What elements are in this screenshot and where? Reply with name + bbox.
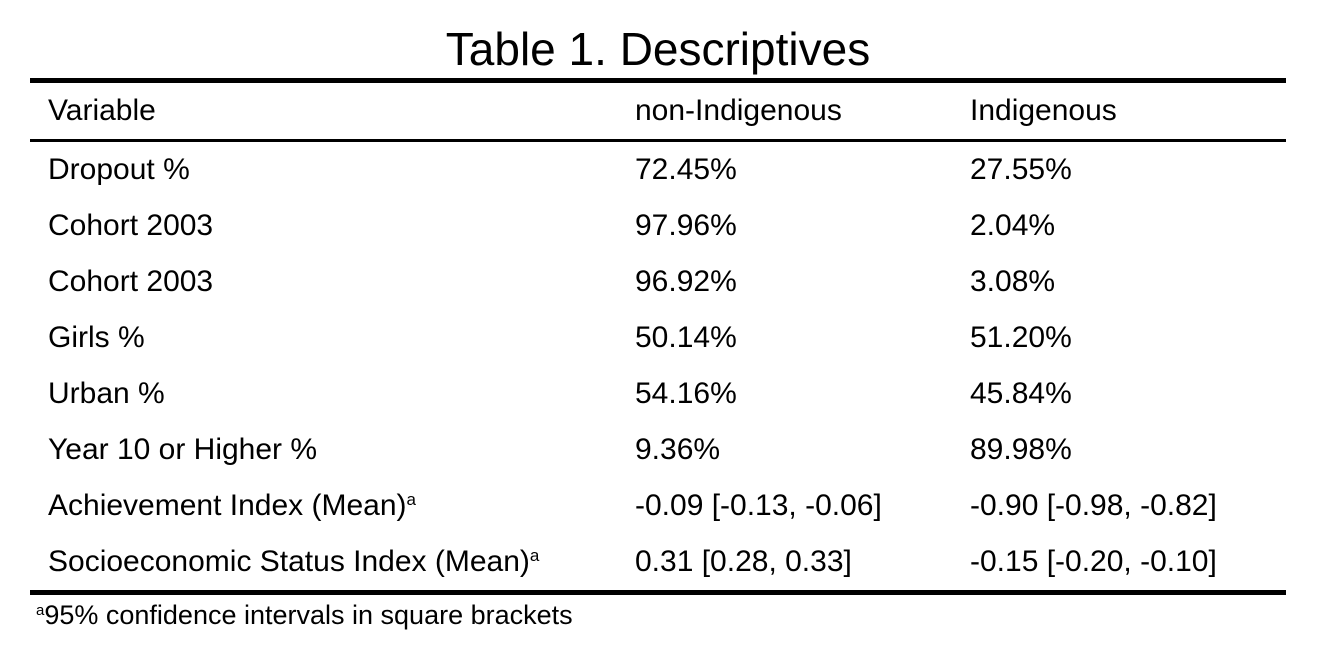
cell-non-indigenous: 0.31 [0.28, 0.33] — [617, 534, 952, 595]
table-row: Cohort 2003 97.96% 2.04% — [30, 198, 1286, 254]
table-footnote: a95% confidence intervals in square brac… — [30, 599, 1286, 631]
cell-variable: Dropout % — [30, 141, 617, 199]
cell-non-indigenous: 72.45% — [635, 153, 737, 186]
table-row: Dropout % 72.45% 27.55% — [30, 141, 1286, 199]
cell-variable: Urban % — [30, 366, 617, 422]
cell-indigenous: 27.55% — [970, 153, 1072, 186]
footnote-text: 95% confidence intervals in square brack… — [44, 600, 573, 630]
cell-non-indigenous: 97.96% — [635, 209, 737, 242]
table-row: Girls % 50.14% 51.20% — [30, 310, 1286, 366]
table-row: Socioeconomic Status Index (Mean)a 0.31 … — [30, 534, 1286, 595]
cell-non-indigenous: 96.92% — [635, 265, 737, 298]
table-row: Year 10 or Higher % 9.36% 89.98% — [30, 422, 1286, 478]
cell-indigenous: 89.98% — [970, 433, 1072, 466]
cell-variable: Achievement Index (Mean)a — [30, 478, 617, 534]
cell-non-indigenous: 50.14% — [635, 321, 737, 354]
variable-label: Socioeconomic Status Index (Mean) — [48, 545, 530, 578]
table-body: Dropout % 72.45% 27.55% Cohort 2003 97.9… — [30, 141, 1286, 595]
cell-variable: Cohort 2003 — [30, 198, 617, 254]
column-header-variable: Variable — [30, 80, 617, 142]
footnote-marker: a — [36, 602, 45, 619]
variable-label: Urban % — [48, 377, 165, 410]
cell-variable: Cohort 2003 — [30, 254, 617, 310]
cell-variable: Socioeconomic Status Index (Mean)a — [30, 534, 617, 595]
column-header-indigenous: Indigenous — [952, 80, 1286, 142]
descriptives-table: Variable non-Indigenous Indigenous Dropo… — [30, 78, 1286, 595]
variable-label: Dropout % — [48, 153, 190, 186]
table-row: Cohort 2003 96.92% 3.08% — [30, 254, 1286, 310]
variable-label: Year 10 or Higher % — [48, 433, 318, 466]
variable-label: Cohort 2003 — [48, 209, 214, 242]
variable-label: Achievement Index (Mean) — [48, 489, 407, 522]
cell-indigenous: 45.84% — [970, 377, 1072, 410]
footnote-marker: a — [406, 490, 416, 509]
cell-non-indigenous: -0.09 [-0.13, -0.06] — [635, 489, 882, 522]
table-header-row: Variable non-Indigenous Indigenous — [30, 80, 1286, 142]
cell-variable: Year 10 or Higher % — [30, 422, 617, 478]
cell-indigenous: 51.20% — [970, 321, 1072, 354]
variable-label: Cohort 2003 — [48, 265, 214, 298]
footnote-marker: a — [529, 546, 540, 565]
descriptives-table-container: Table 1. Descriptives Variable non-Indig… — [30, 20, 1286, 631]
cell-variable: Girls % — [30, 310, 617, 366]
variable-label: Girls % — [48, 321, 145, 354]
cell-indigenous: -0.90 [-0.98, -0.82] — [970, 489, 1217, 522]
table-row: Urban % 54.16% 45.84% — [30, 366, 1286, 422]
table-title: Table 1. Descriptives — [445, 23, 871, 75]
cell-indigenous: 3.08% — [970, 265, 1056, 298]
cell-non-indigenous: 54.16% — [635, 377, 737, 410]
cell-indigenous: -0.15 [-0.20, -0.10] — [952, 534, 1286, 595]
cell-non-indigenous: 9.36% — [635, 433, 721, 466]
column-header-non-indigenous: non-Indigenous — [617, 80, 952, 142]
table-row: Achievement Index (Mean)a -0.09 [-0.13, … — [30, 478, 1286, 534]
cell-indigenous: 2.04% — [970, 209, 1056, 242]
